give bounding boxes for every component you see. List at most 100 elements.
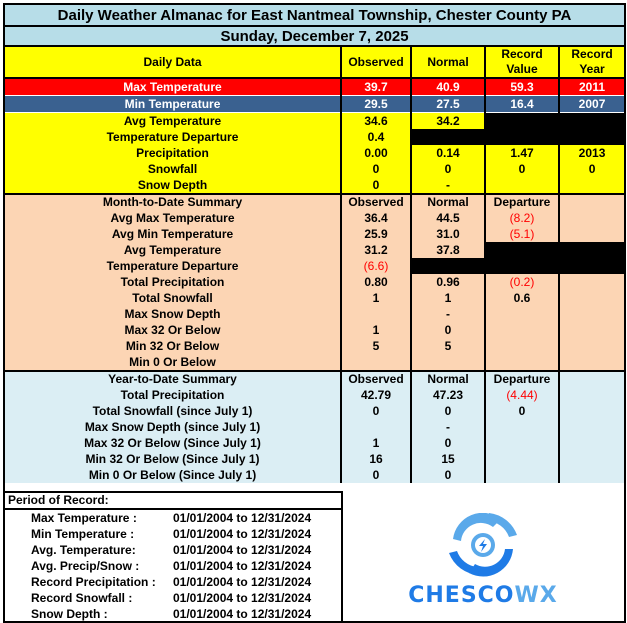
mtd-column-header bbox=[557, 193, 625, 210]
value-cell: 1 bbox=[340, 435, 411, 451]
value-cell bbox=[557, 419, 625, 435]
period-of-record-item: Snow Depth : 01/01/2004 to 12/31/2024 bbox=[5, 606, 341, 622]
value-cell: 0.4 bbox=[340, 129, 411, 145]
period-of-record-item: Avg. Temperature: 01/01/2004 to 12/31/202… bbox=[5, 542, 341, 558]
value-cell: 34.2 bbox=[410, 112, 485, 129]
mtd-column-header: Month-to-Date Summary bbox=[5, 193, 341, 210]
value-cell: 40.9 bbox=[410, 78, 485, 96]
record-type-label: Avg. Temperature: bbox=[31, 543, 136, 557]
period-of-record-box: Period of Record: Max Temperature : 01/01… bbox=[5, 491, 343, 623]
swirl-logo-icon bbox=[449, 512, 517, 577]
value-cell bbox=[557, 387, 625, 403]
value-cell bbox=[557, 306, 625, 322]
record-date-range: 01/01/2004 to 12/31/2024 bbox=[173, 527, 312, 541]
value-cell: 0 bbox=[340, 403, 411, 419]
value-cell: 16.4 bbox=[484, 95, 559, 113]
period-of-record-item: Record Precipitation : 01/01/2004 to 12/3… bbox=[5, 574, 341, 590]
value-cell: 59.3 bbox=[484, 78, 559, 96]
almanac-sheet: Daily Weather Almanac for East Nantmeal … bbox=[3, 3, 626, 623]
value-cell: - bbox=[410, 306, 485, 322]
table-row: Avg Min Temperature 25.9 31.0 (5.1) bbox=[5, 226, 625, 242]
value-cell: 1 bbox=[340, 322, 411, 338]
value-cell bbox=[484, 419, 559, 435]
row-label: Temperature Departure bbox=[5, 129, 341, 145]
row-label: Snowfall bbox=[5, 161, 341, 177]
row-label: Total Snowfall (since July 1) bbox=[5, 403, 341, 419]
daily-header-row: Daily Data Observed Normal Record Value Recor… bbox=[5, 46, 625, 79]
value-cell: (8.2) bbox=[484, 210, 559, 226]
value-cell bbox=[340, 354, 411, 371]
value-cell: 0 bbox=[410, 467, 485, 483]
value-cell bbox=[557, 177, 625, 194]
ytd-column-header: Observed bbox=[340, 370, 411, 387]
daily-column-header: Normal bbox=[410, 46, 485, 79]
row-label: Min 32 Or Below bbox=[5, 338, 341, 354]
record-type-label: Max Temperature : bbox=[31, 511, 137, 525]
mtd-column-header: Departure bbox=[484, 193, 559, 210]
value-cell bbox=[557, 210, 625, 226]
table-row: Min Temperature 29.5 27.5 16.4 2007 bbox=[5, 95, 625, 113]
table-row: Total Precipitation 42.79 47.23 (4.44) bbox=[5, 387, 625, 403]
ytd-column-header: Year-to-Date Summary bbox=[5, 370, 341, 387]
table-row: Max 32 Or Below (Since July 1) 1 0 bbox=[5, 435, 625, 451]
blocked-cell bbox=[484, 242, 559, 258]
blocked-cell bbox=[557, 258, 625, 274]
value-cell bbox=[410, 354, 485, 371]
daily-column-header: Observed bbox=[340, 46, 411, 79]
ytd-column-header: Normal bbox=[410, 370, 485, 387]
value-cell bbox=[484, 322, 559, 338]
mtd-column-header: Observed bbox=[340, 193, 411, 210]
value-cell: 0 bbox=[410, 403, 485, 419]
value-cell bbox=[557, 322, 625, 338]
mtd-header-row: Month-to-Date Summary Observed Normal Depar… bbox=[5, 193, 625, 210]
record-date-range: 01/01/2004 to 12/31/2024 bbox=[173, 607, 312, 621]
table-row: Min 32 Or Below (Since July 1) 16 15 bbox=[5, 451, 625, 467]
blocked-cell bbox=[484, 129, 559, 145]
ytd-column-header: Departure bbox=[484, 370, 559, 387]
row-label: Max Snow Depth (since July 1) bbox=[5, 419, 341, 435]
row-label: Max Temperature bbox=[5, 78, 341, 96]
table-row: Total Snowfall 1 1 0.6 bbox=[5, 290, 625, 306]
value-cell: 0.00 bbox=[340, 145, 411, 161]
value-cell: (5.1) bbox=[484, 226, 559, 242]
value-cell: 37.8 bbox=[410, 242, 485, 258]
value-cell: 2013 bbox=[557, 145, 625, 161]
value-cell bbox=[557, 290, 625, 306]
table-row: Total Precipitation 0.80 0.96 (0.2) bbox=[5, 274, 625, 290]
mtd-column-header: Normal bbox=[410, 193, 485, 210]
value-cell: 1 bbox=[340, 290, 411, 306]
table-row: Min 0 Or Below bbox=[5, 354, 625, 371]
blocked-cell bbox=[557, 242, 625, 258]
period-of-record-heading: Period of Record: bbox=[5, 493, 341, 510]
value-cell: 0 bbox=[557, 161, 625, 177]
row-label: Avg Min Temperature bbox=[5, 226, 341, 242]
record-date-range: 01/01/2004 to 12/31/2024 bbox=[173, 575, 312, 589]
value-cell bbox=[557, 435, 625, 451]
row-label: Total Precipitation bbox=[5, 387, 341, 403]
value-cell bbox=[340, 306, 411, 322]
daily-column-header: Daily Data bbox=[5, 46, 341, 79]
value-cell: 27.5 bbox=[410, 95, 485, 113]
value-cell: 25.9 bbox=[340, 226, 411, 242]
blocked-cell bbox=[484, 112, 559, 129]
value-cell: 0 bbox=[410, 322, 485, 338]
row-label: Min 0 Or Below (Since July 1) bbox=[5, 467, 341, 483]
value-cell: 29.5 bbox=[340, 95, 411, 113]
value-cell: 39.7 bbox=[340, 78, 411, 96]
blocked-cell bbox=[410, 258, 485, 274]
row-label: Total Snowfall bbox=[5, 290, 341, 306]
value-cell bbox=[557, 226, 625, 242]
value-cell: 5 bbox=[410, 338, 485, 354]
logo-wordmark: CHESCOWX bbox=[408, 583, 558, 608]
value-cell: 0 bbox=[340, 161, 411, 177]
record-date-range: 01/01/2004 to 12/31/2024 bbox=[173, 559, 312, 573]
value-cell: - bbox=[410, 419, 485, 435]
value-cell: 31.0 bbox=[410, 226, 485, 242]
record-date-range: 01/01/2004 to 12/31/2024 bbox=[173, 543, 312, 557]
page-title: Daily Weather Almanac for East Nantmeal … bbox=[5, 5, 625, 27]
table-row: Max Snow Depth - bbox=[5, 306, 625, 322]
daily-column-header: Record Value bbox=[484, 46, 559, 79]
record-type-label: Avg. Precip/Snow : bbox=[31, 559, 140, 573]
value-cell bbox=[484, 467, 559, 483]
period-of-record-item: Record Snowfall : 01/01/2004 to 12/31/202… bbox=[5, 590, 341, 606]
